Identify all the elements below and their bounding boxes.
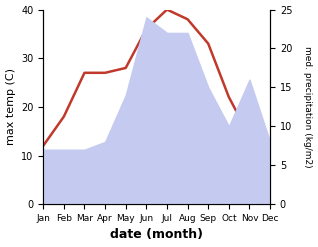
- X-axis label: date (month): date (month): [110, 228, 203, 242]
- Y-axis label: max temp (C): max temp (C): [5, 68, 16, 145]
- Y-axis label: med. precipitation (kg/m2): med. precipitation (kg/m2): [303, 46, 313, 168]
